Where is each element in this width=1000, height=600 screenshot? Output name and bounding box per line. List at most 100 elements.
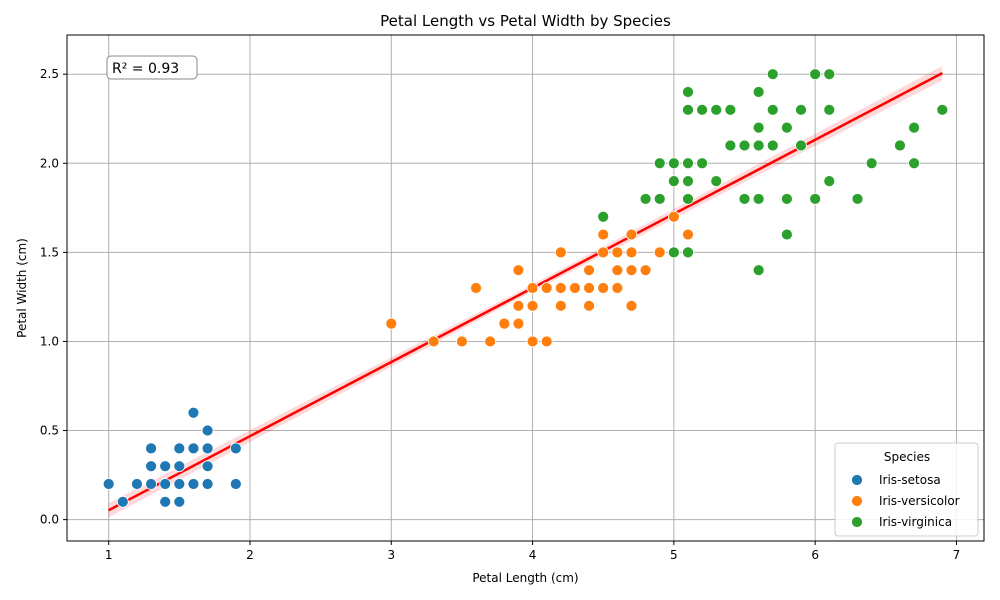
legend: Species Iris-setosa Iris-versicolor Iris-v… xyxy=(834,442,979,537)
point-iris-virginica xyxy=(752,193,765,205)
point-iris-setosa xyxy=(159,460,172,473)
data-points xyxy=(102,68,949,508)
point-iris-setosa xyxy=(201,424,214,437)
point-iris-virginica xyxy=(653,193,666,205)
point-iris-virginica xyxy=(823,68,836,81)
point-iris-versicolor xyxy=(597,246,610,259)
point-iris-virginica xyxy=(724,103,737,116)
point-iris-virginica xyxy=(752,121,765,134)
point-iris-virginica xyxy=(682,175,694,187)
point-iris-virginica xyxy=(667,175,680,187)
point-iris-versicolor xyxy=(385,317,398,330)
axes xyxy=(63,34,985,545)
point-iris-virginica xyxy=(908,157,920,170)
point-iris-setosa xyxy=(173,460,186,473)
point-iris-versicolor xyxy=(540,282,553,294)
point-iris-virginica xyxy=(710,175,723,187)
r-squared-annotation: R² = 0.93 xyxy=(106,55,198,80)
point-iris-virginica xyxy=(696,157,709,170)
point-iris-virginica xyxy=(752,86,765,98)
point-iris-virginica xyxy=(865,157,878,170)
legend-label: Iris-virginica xyxy=(879,515,952,529)
legend-label: Iris-versicolor xyxy=(879,494,960,508)
y-tick-label: 0.5 xyxy=(40,424,59,438)
point-iris-setosa xyxy=(201,442,214,455)
x-tick-label: 2 xyxy=(246,548,254,562)
point-iris-virginica xyxy=(936,103,949,116)
legend-title: Species xyxy=(884,450,930,464)
point-iris-versicolor xyxy=(512,317,525,330)
point-iris-virginica xyxy=(682,246,694,259)
point-iris-versicolor xyxy=(653,246,666,259)
point-iris-versicolor xyxy=(456,335,468,348)
point-iris-versicolor xyxy=(540,335,553,348)
legend-entries: Iris-setosa Iris-versicolor Iris-virginica xyxy=(851,473,960,529)
point-iris-versicolor xyxy=(554,246,567,259)
point-iris-virginica xyxy=(908,121,920,134)
point-iris-virginica xyxy=(766,139,779,152)
point-iris-versicolor xyxy=(597,228,610,241)
point-iris-virginica xyxy=(682,86,694,98)
y-tick-label: 1.0 xyxy=(40,334,59,348)
point-iris-setosa xyxy=(116,495,129,508)
point-iris-versicolor xyxy=(526,299,539,312)
point-iris-versicolor xyxy=(625,228,638,241)
point-iris-versicolor xyxy=(470,282,482,294)
point-iris-versicolor xyxy=(583,264,595,277)
point-iris-virginica xyxy=(780,228,793,241)
point-iris-versicolor xyxy=(597,282,610,294)
grid xyxy=(67,35,984,541)
point-iris-virginica xyxy=(752,139,765,152)
point-iris-versicolor xyxy=(569,282,581,294)
point-iris-setosa xyxy=(187,406,200,419)
point-iris-virginica xyxy=(780,121,793,134)
point-iris-setosa xyxy=(159,495,172,508)
point-iris-virginica xyxy=(766,103,779,116)
legend-label: Iris-setosa xyxy=(879,473,941,487)
annotation-box xyxy=(106,55,198,80)
point-iris-versicolor xyxy=(484,335,497,348)
point-iris-virginica xyxy=(667,157,680,170)
point-iris-virginica xyxy=(597,210,610,223)
point-iris-virginica xyxy=(653,157,666,170)
point-iris-virginica xyxy=(780,193,793,205)
point-iris-virginica xyxy=(738,139,751,152)
x-tick-label: 4 xyxy=(529,548,537,562)
point-iris-virginica xyxy=(851,193,864,205)
point-iris-virginica xyxy=(795,103,807,116)
x-axis-label: Petal Length (cm) xyxy=(472,571,578,585)
point-iris-setosa xyxy=(173,478,186,490)
legend-marker xyxy=(851,495,863,507)
point-iris-virginica xyxy=(894,139,906,152)
point-iris-setosa xyxy=(102,478,115,490)
point-iris-versicolor xyxy=(639,264,652,277)
point-iris-versicolor xyxy=(512,264,525,277)
annotation-text: R² = 0.93 xyxy=(112,61,179,77)
x-tick-label: 7 xyxy=(953,548,961,562)
point-iris-versicolor xyxy=(427,335,440,348)
x-tick-label: 5 xyxy=(670,548,678,562)
point-iris-versicolor xyxy=(526,282,539,294)
point-iris-virginica xyxy=(639,193,652,205)
point-iris-versicolor xyxy=(554,282,567,294)
point-iris-setosa xyxy=(145,478,157,490)
point-iris-virginica xyxy=(724,139,737,152)
point-iris-setosa xyxy=(173,442,186,455)
point-iris-setosa xyxy=(187,478,200,490)
point-iris-setosa xyxy=(173,495,186,508)
y-tick-label: 2.0 xyxy=(40,156,59,170)
point-iris-virginica xyxy=(696,103,709,116)
point-iris-virginica xyxy=(823,175,836,187)
point-iris-setosa xyxy=(201,478,214,490)
point-iris-virginica xyxy=(766,68,779,81)
x-tick-label: 3 xyxy=(387,548,395,562)
point-iris-virginica xyxy=(752,264,765,277)
point-iris-virginica xyxy=(809,68,822,81)
y-tick-label: 1.5 xyxy=(40,245,59,259)
point-iris-versicolor xyxy=(625,299,638,312)
point-iris-versicolor xyxy=(498,317,511,330)
tick-labels: 1 2 3 4 5 6 7 0.0 0.5 1.0 1.5 2.0 2.5 xyxy=(40,67,960,562)
legend-box xyxy=(834,442,979,537)
plot-frame xyxy=(66,34,985,542)
y-axis-label: Petal Width (cm) xyxy=(15,238,29,338)
